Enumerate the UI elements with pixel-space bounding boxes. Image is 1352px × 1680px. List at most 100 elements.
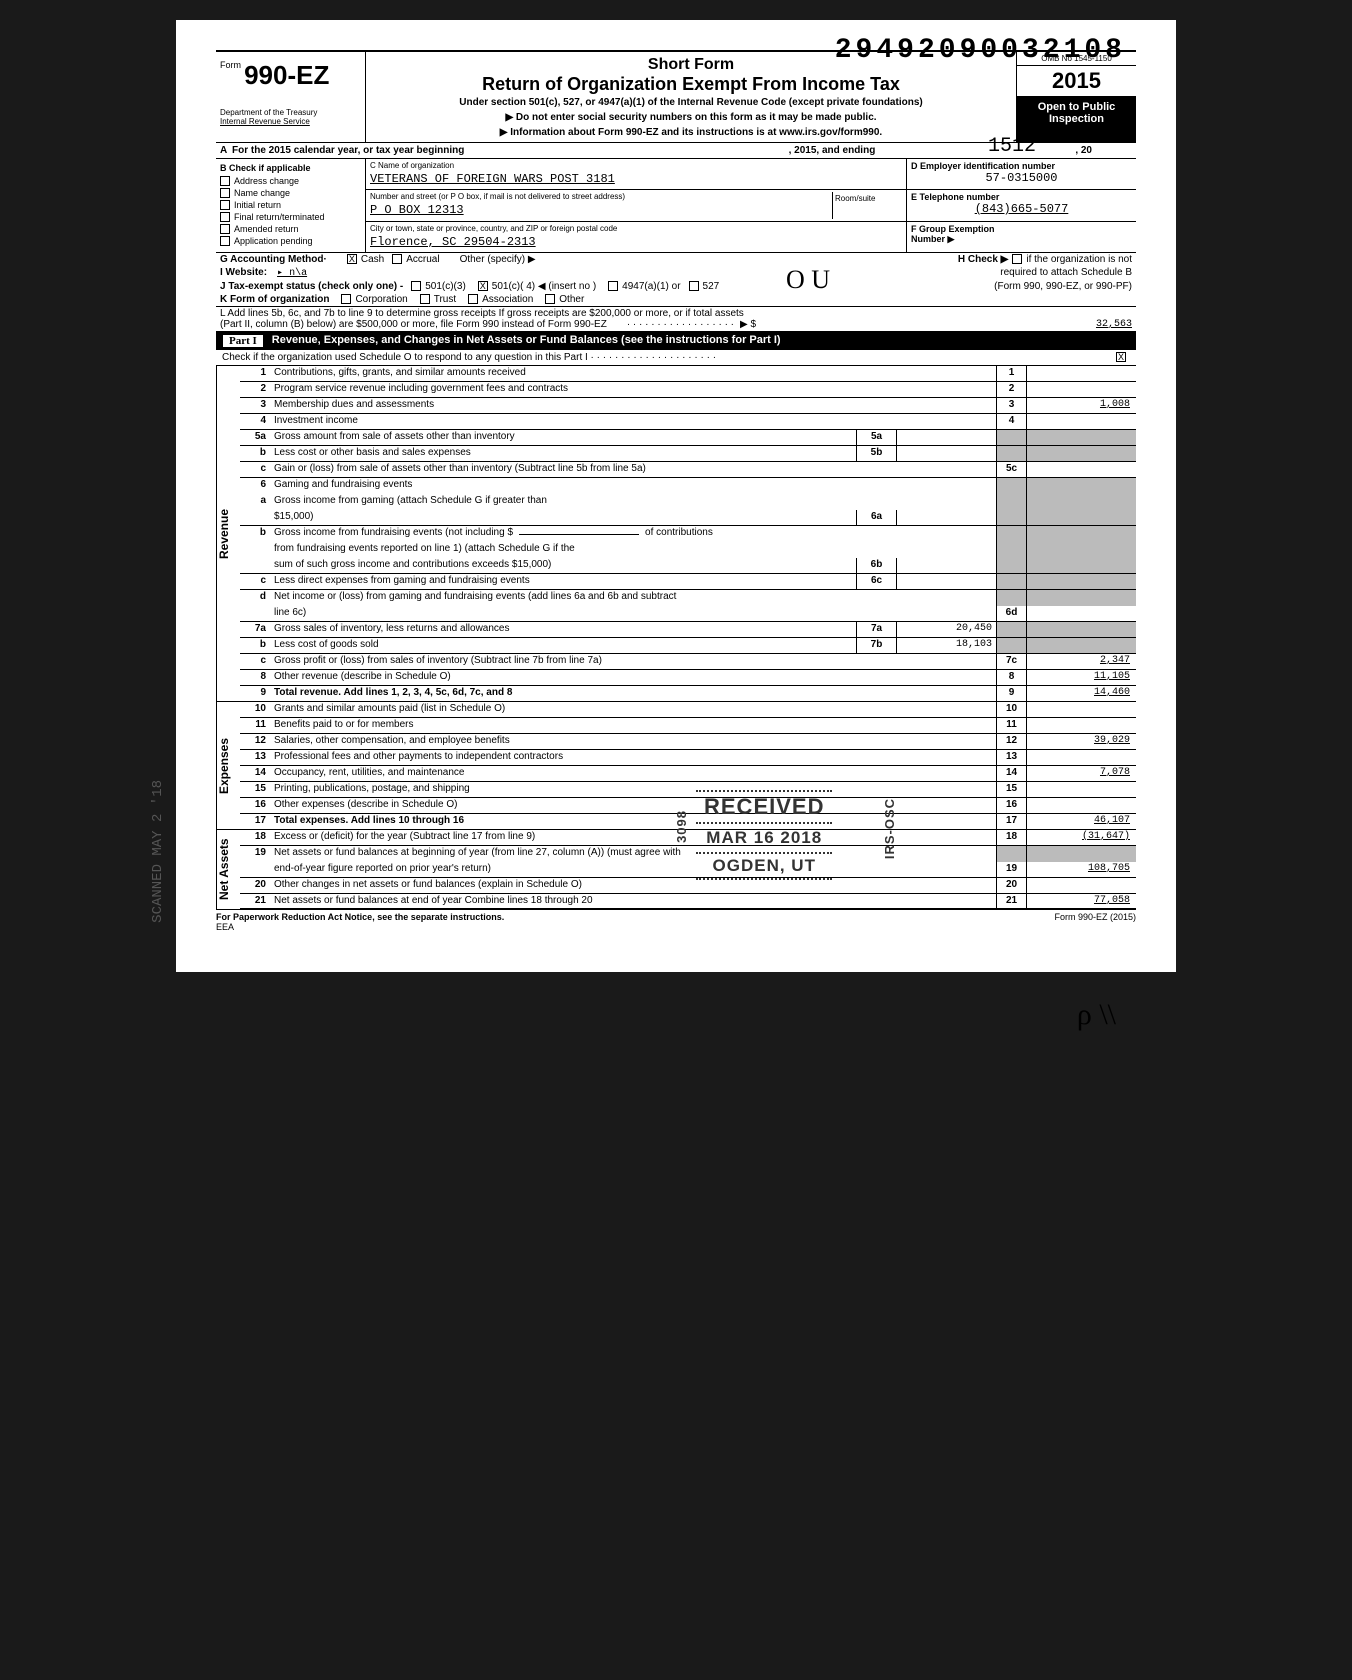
- line-num: 18: [240, 830, 270, 845]
- line-desc: Benefits paid to or for members: [270, 718, 996, 733]
- chk-schedule-o[interactable]: X: [1116, 352, 1126, 362]
- line-ibox: 6c: [856, 574, 896, 589]
- line-ival: 18,103: [896, 638, 996, 653]
- org-name-row: C Name of organization VETERANS OF FOREI…: [366, 159, 906, 190]
- row-k-form-org: K Form of organization Corporation Trust…: [216, 293, 1136, 307]
- line-ival: [896, 574, 996, 589]
- shaded: [1026, 574, 1136, 589]
- row-l-line2: (Part II, column (B) below) are $500,000…: [220, 319, 607, 330]
- line-num: 12: [240, 734, 270, 749]
- tel-label: E Telephone number: [911, 192, 1132, 202]
- chk-label: Amended return: [234, 224, 299, 234]
- chk-501c[interactable]: X: [478, 281, 488, 291]
- room-suite: Room/suite: [832, 192, 902, 218]
- line-desc: Less cost or other basis and sales expen…: [270, 446, 856, 461]
- line-num: c: [240, 654, 270, 669]
- line-18: 18Excess or (deficit) for the year (Subt…: [240, 830, 1136, 846]
- chk-name-change[interactable]: Name change: [220, 188, 361, 198]
- line-ibox: 5b: [856, 446, 896, 461]
- line-desc: Printing, publications, postage, and shi…: [270, 782, 996, 797]
- line-ibox: 7a: [856, 622, 896, 637]
- chk-final-return[interactable]: Final return/terminated: [220, 212, 361, 222]
- chk-corp[interactable]: [341, 294, 351, 304]
- org-city-label: City or town, state or province, country…: [370, 224, 902, 233]
- line-box: 2: [996, 382, 1026, 397]
- line-num: 7a: [240, 622, 270, 637]
- shaded: [996, 590, 1026, 606]
- line-desc: Less cost of goods sold: [270, 638, 856, 653]
- line-val: [1026, 718, 1136, 733]
- chk-address-change[interactable]: Address change: [220, 176, 361, 186]
- 501c-label: 501(c)( 4: [492, 281, 532, 292]
- line-desc: Professional fees and other payments to …: [270, 750, 996, 765]
- line-num: 1: [240, 366, 270, 381]
- shaded: [996, 574, 1026, 589]
- ein-row: D Employer identification number 57-0315…: [907, 159, 1136, 190]
- h-text1: if the organization is not: [1026, 254, 1132, 265]
- label-j: J Tax-exempt status (check only one) -: [220, 281, 403, 292]
- line-val: [1026, 702, 1136, 717]
- handwritten-ou: O U: [786, 265, 830, 295]
- line-6b-3: sum of such gross income and contributio…: [240, 558, 1136, 574]
- chk-label: Final return/terminated: [234, 212, 325, 222]
- 4947-label: 4947(a)(1) or: [622, 281, 680, 292]
- line-11: 11Benefits paid to or for members11: [240, 718, 1136, 734]
- chk-trust[interactable]: [420, 294, 430, 304]
- line-box: 12: [996, 734, 1026, 749]
- line-desc: line 6c): [270, 606, 996, 621]
- org-address: P O BOX 12313: [370, 203, 832, 217]
- line-box: 6d: [996, 606, 1026, 621]
- chk-amended[interactable]: Amended return: [220, 224, 361, 234]
- line-num: [240, 558, 270, 573]
- chk-501c3[interactable]: [411, 281, 421, 291]
- line-box: 15: [996, 782, 1026, 797]
- line-6a-2: $15,000)6a: [240, 510, 1136, 526]
- line-box: 19: [996, 862, 1026, 877]
- label-a: A: [220, 145, 232, 156]
- line-val: 77,058: [1026, 894, 1136, 908]
- line-num: 4: [240, 414, 270, 429]
- line-6: 6Gaming and fundraising events: [240, 478, 1136, 494]
- line-num: a: [240, 494, 270, 510]
- ein-label: D Employer identification number: [911, 161, 1132, 171]
- line-num: b: [240, 446, 270, 461]
- line-20: 20Other changes in net assets or fund ba…: [240, 878, 1136, 894]
- shaded: [996, 542, 1026, 558]
- shaded: [1026, 638, 1136, 653]
- row-a-end: , 20: [1075, 145, 1092, 156]
- line-box: 7c: [996, 654, 1026, 669]
- line-3: 3Membership dues and assessments31,008: [240, 398, 1136, 414]
- line-val: [1026, 382, 1136, 397]
- tel-row: E Telephone number (843)665-5077: [907, 190, 1136, 221]
- chk-other-org[interactable]: [545, 294, 555, 304]
- chk-h[interactable]: [1012, 254, 1022, 264]
- chk-assoc[interactable]: [468, 294, 478, 304]
- dept-treasury: Department of the Treasury Internal Reve…: [220, 109, 361, 127]
- line-box: 4: [996, 414, 1026, 429]
- cash-label: Cash: [361, 254, 384, 265]
- shaded: [996, 510, 1026, 525]
- chk-4947[interactable]: [608, 281, 618, 291]
- line-box: 21: [996, 894, 1026, 908]
- line-num: 20: [240, 878, 270, 893]
- ein-value: 57-0315000: [911, 171, 1132, 185]
- right-info-block: D Employer identification number 57-0315…: [906, 159, 1136, 252]
- line-num: [240, 606, 270, 621]
- line-val: 11,105: [1026, 670, 1136, 685]
- row-l-arrow: ▶ $: [740, 319, 756, 330]
- chk-cash[interactable]: X: [347, 254, 357, 264]
- line-num: d: [240, 590, 270, 606]
- chk-accrual[interactable]: [392, 254, 402, 264]
- line-desc: Gaming and fundraising events: [270, 478, 996, 494]
- line-box: 1: [996, 366, 1026, 381]
- chk-initial-return[interactable]: Initial return: [220, 200, 361, 210]
- chk-527[interactable]: [689, 281, 699, 291]
- line-desc: Investment income: [270, 414, 996, 429]
- accrual-label: Accrual: [406, 254, 439, 265]
- line-10: 10Grants and similar amounts paid (list …: [240, 702, 1136, 718]
- other-method-label: Other (specify) ▶: [460, 254, 536, 265]
- assoc-label: Association: [482, 294, 533, 305]
- part1-header: Part I Revenue, Expenses, and Changes in…: [216, 332, 1136, 350]
- chk-app-pending[interactable]: Application pending: [220, 236, 361, 246]
- shaded: [1026, 590, 1136, 606]
